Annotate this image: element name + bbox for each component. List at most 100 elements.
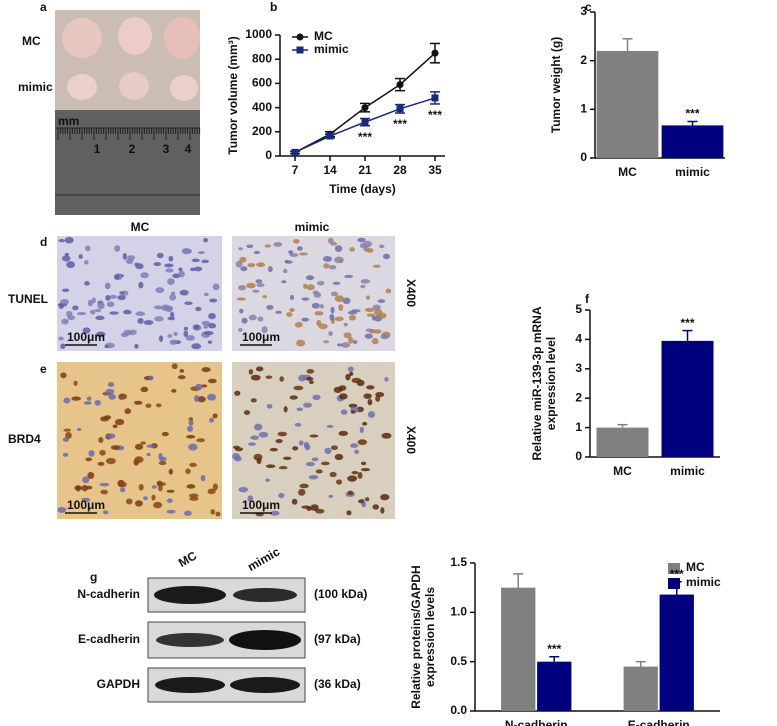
cell xyxy=(197,251,205,255)
cell xyxy=(329,313,335,321)
cell xyxy=(238,247,243,251)
cell xyxy=(123,309,132,315)
cell xyxy=(278,492,285,499)
cell xyxy=(103,415,112,420)
cell xyxy=(148,375,154,381)
cell xyxy=(60,372,67,379)
scale-bar-label: 100μm xyxy=(67,498,105,512)
y-axis-label: Relative miR-139-3p mRNA xyxy=(530,306,544,460)
cell xyxy=(321,461,330,466)
cell xyxy=(241,317,248,324)
cell xyxy=(62,452,69,457)
y-axis-label: expression level xyxy=(544,337,558,430)
cell xyxy=(64,236,74,244)
cell xyxy=(292,446,299,451)
cell xyxy=(167,334,173,338)
cell xyxy=(236,297,247,301)
cell xyxy=(328,494,334,498)
cell xyxy=(189,496,199,501)
cell xyxy=(76,312,87,316)
cell xyxy=(72,305,79,311)
cell xyxy=(125,258,134,265)
y-tick-label: 1 xyxy=(580,102,587,116)
x-tick-label: MC xyxy=(618,165,637,179)
cell xyxy=(107,382,115,388)
x-tick-label: 7 xyxy=(292,163,299,177)
cell xyxy=(256,262,266,268)
y-tick-label: 2 xyxy=(580,53,587,67)
cell xyxy=(238,327,243,332)
cell xyxy=(158,484,163,492)
cell xyxy=(95,315,105,321)
cell xyxy=(303,402,313,408)
x-axis-label: Time (days) xyxy=(329,182,395,196)
cell xyxy=(156,252,164,259)
cell xyxy=(215,511,221,517)
scale-bar-label: 100μm xyxy=(67,330,105,344)
cell xyxy=(124,408,132,415)
cell xyxy=(207,488,216,495)
cell xyxy=(301,505,311,509)
tumor xyxy=(170,75,198,101)
cell xyxy=(358,499,364,504)
cell xyxy=(267,266,273,273)
cell xyxy=(185,468,191,475)
cell xyxy=(100,489,109,495)
x-tick-label: 28 xyxy=(393,163,407,177)
cell xyxy=(65,432,72,439)
cell xyxy=(71,396,81,401)
cell xyxy=(60,343,66,350)
magnification: X400 xyxy=(404,426,418,454)
cell xyxy=(87,471,95,479)
legend-swatch xyxy=(668,563,680,574)
cell xyxy=(110,445,120,450)
cell xyxy=(235,260,243,268)
cell xyxy=(97,461,105,466)
cell xyxy=(145,403,152,408)
cell xyxy=(305,376,314,381)
cell xyxy=(360,461,367,466)
cell xyxy=(138,483,144,491)
cell xyxy=(123,329,133,336)
cell xyxy=(182,248,193,254)
marker xyxy=(291,148,299,156)
cell xyxy=(338,430,349,436)
cell xyxy=(306,369,315,374)
cell xyxy=(105,457,116,465)
cell xyxy=(194,266,203,272)
cell xyxy=(66,261,76,269)
cell xyxy=(347,475,358,482)
lane-label: MC xyxy=(176,548,199,570)
cell xyxy=(177,375,186,380)
ruler-number: 4 xyxy=(185,142,192,156)
cell xyxy=(155,403,162,408)
cell xyxy=(207,378,217,384)
cell xyxy=(194,395,200,402)
x-tick-label: 35 xyxy=(428,163,442,177)
cell xyxy=(364,497,370,502)
legend-swatch xyxy=(668,578,680,589)
cell xyxy=(385,288,392,294)
cell xyxy=(322,255,333,262)
cell xyxy=(313,292,322,298)
cell xyxy=(94,308,102,313)
cell xyxy=(185,335,195,341)
cell xyxy=(191,343,202,350)
blot-band xyxy=(154,586,226,604)
cell xyxy=(166,498,173,503)
cell xyxy=(161,431,169,437)
bar xyxy=(537,661,572,711)
significance-label: *** xyxy=(428,108,442,122)
blot-band xyxy=(233,588,297,602)
tumor xyxy=(118,17,152,55)
cell xyxy=(135,311,146,317)
row-label: TUNEL xyxy=(8,292,48,306)
cell xyxy=(246,244,254,249)
cell xyxy=(207,340,213,344)
cell xyxy=(234,390,241,396)
cell xyxy=(349,247,356,252)
cell xyxy=(194,324,200,330)
y-axis-label: Tumor volume (mm³) xyxy=(226,36,240,154)
cell xyxy=(352,340,358,344)
cell xyxy=(146,452,151,457)
